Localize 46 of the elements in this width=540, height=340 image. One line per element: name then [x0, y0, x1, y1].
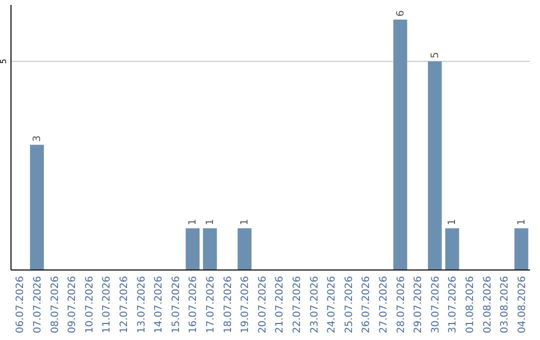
- x-tick-label: 11.07.2026: [102, 276, 113, 334]
- data-label: 1: [240, 218, 251, 226]
- x-tick-label: 31.07.2026: [448, 276, 459, 334]
- x-tick-label: 01.08.2026: [464, 276, 476, 334]
- data-label: 1: [447, 218, 458, 226]
- x-tick-label: 14.07.2026: [154, 276, 165, 334]
- data-label: 3: [32, 135, 43, 142]
- x-tick-label: 06.07.2026: [15, 276, 26, 334]
- x-tick-label: 09.07.2026: [67, 276, 78, 334]
- x-tick-label: 07.07.2026: [32, 276, 44, 334]
- data-label: 1: [188, 218, 199, 226]
- x-tick-label: 02.08.2026: [482, 276, 494, 334]
- x-tick-label: 12.07.2026: [118, 276, 130, 334]
- bar: [30, 144, 44, 270]
- x-tick-label: 25.07.2026: [344, 276, 355, 334]
- data-label: 1: [516, 218, 528, 226]
- bar: [393, 20, 408, 270]
- x-tick-label: 19.07.2026: [240, 276, 252, 334]
- x-tick-label: 24.07.2026: [326, 276, 338, 334]
- x-tick-label: 08.07.2026: [50, 276, 61, 334]
- x-tick-label: 17.07.2026: [205, 276, 216, 334]
- x-tick-label: 15.07.2026: [170, 276, 182, 334]
- data-label: 5: [430, 52, 441, 58]
- x-tick-label: 30.07.2026: [430, 276, 442, 334]
- x-tick-label: 22.07.2026: [292, 276, 303, 334]
- x-tick-label: 21.07.2026: [274, 276, 286, 334]
- x-tick-label: 10.07.2026: [84, 276, 96, 334]
- x-tick-label: 13.07.2026: [136, 276, 148, 334]
- x-tick-label: 27.07.2026: [378, 276, 390, 334]
- bar: [445, 228, 460, 270]
- bar: [428, 61, 442, 270]
- x-tick-label: 29.07.2026: [413, 276, 424, 334]
- x-tick-label: 28.07.2026: [396, 276, 407, 334]
- bar: [514, 228, 528, 270]
- x-tick-label: 20.07.2026: [257, 276, 268, 334]
- x-tick-label: 03.08.2026: [500, 276, 511, 334]
- x-tick-label: 16.07.2026: [188, 276, 200, 334]
- data-label: 6: [395, 10, 406, 17]
- bar: [238, 228, 252, 270]
- bar: [186, 228, 200, 270]
- x-tick-label: 04.08.2026: [516, 276, 528, 334]
- x-tick-label: 26.07.2026: [361, 276, 372, 334]
- data-label: 1: [204, 218, 216, 226]
- x-tick-label: 23.07.2026: [309, 276, 320, 334]
- bar: [203, 228, 217, 270]
- x-tick-label: 18.07.2026: [222, 276, 234, 334]
